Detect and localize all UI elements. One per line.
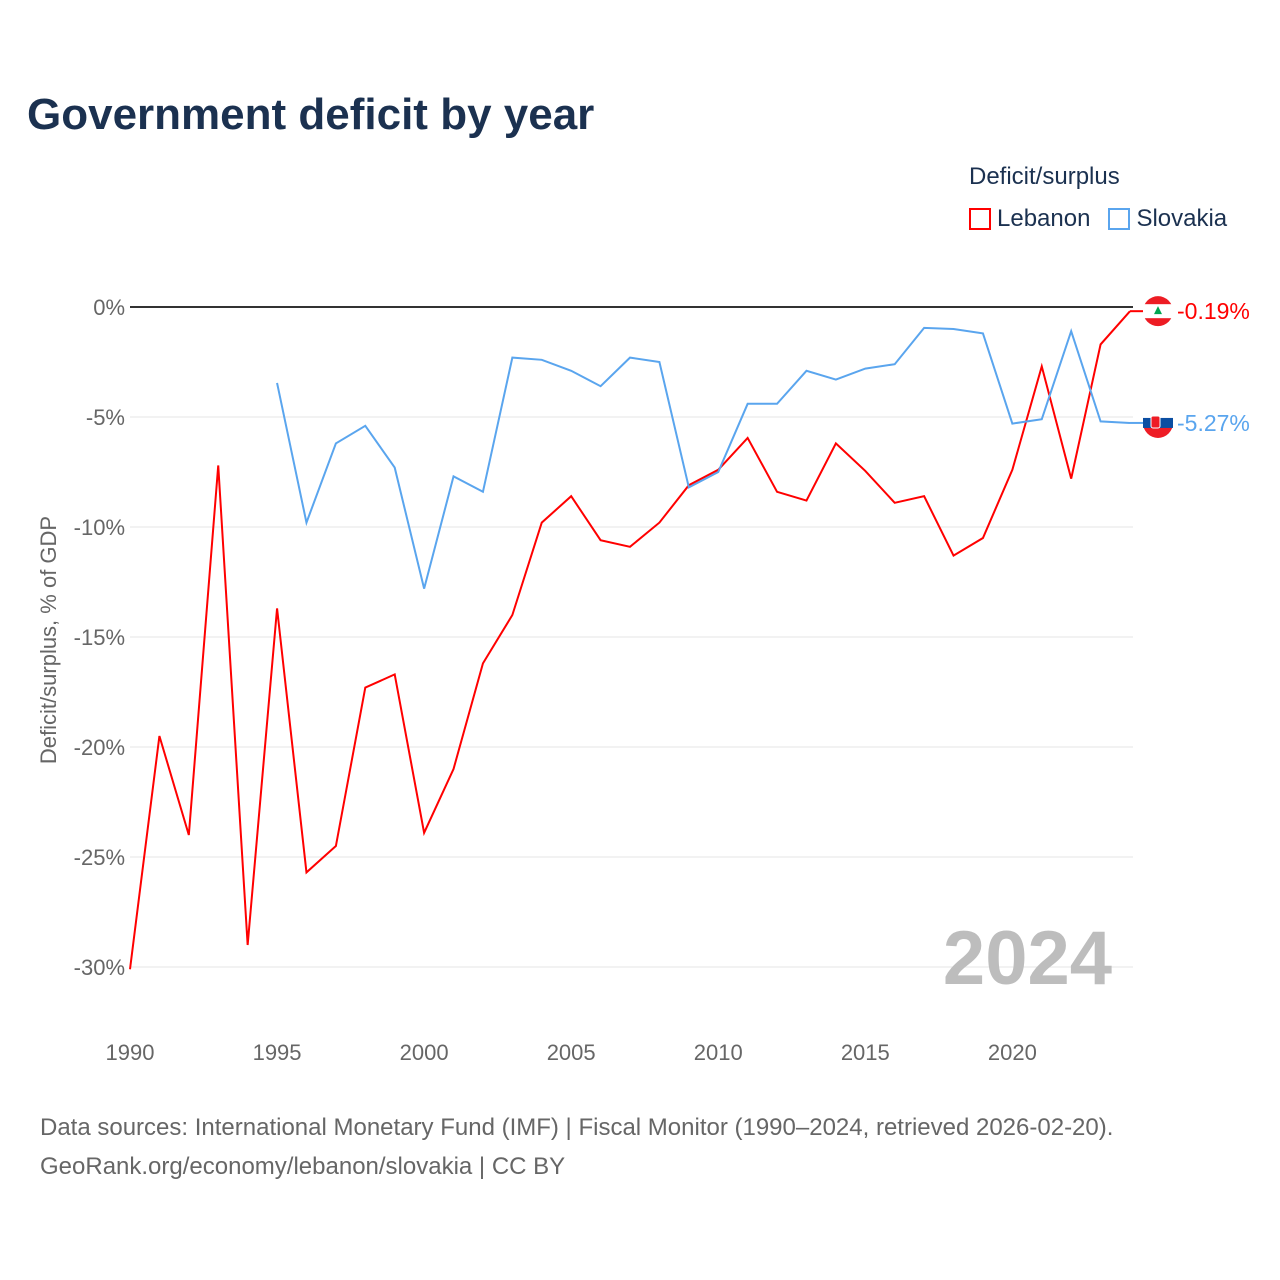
x-tick-label: 1990: [106, 1040, 155, 1065]
x-tick-label: 2020: [988, 1040, 1037, 1065]
legend-item-lebanon[interactable]: Lebanon: [969, 205, 1090, 233]
y-tick-label: -25%: [74, 845, 125, 870]
y-axis-label: Deficit/surplus, % of GDP: [36, 516, 61, 764]
end-value-label: -5.27%: [1177, 410, 1250, 436]
legend: Lebanon Slovakia: [969, 205, 1227, 233]
y-tick-label: -20%: [74, 735, 125, 760]
coat-of-arms-icon: [1150, 415, 1161, 429]
source-line-1: Data sources: International Monetary Fun…: [40, 1114, 1114, 1141]
y-tick-label: -15%: [74, 625, 125, 650]
end-value-label: -0.19%: [1177, 298, 1250, 324]
y-tick-label: 0%: [93, 295, 125, 320]
source-note: Data sources: International Monetary Fun…: [40, 1108, 1113, 1186]
legend-label: Slovakia: [1136, 205, 1228, 232]
y-tick-label: -30%: [74, 955, 125, 980]
legend-swatch: [969, 208, 991, 230]
chart-title: Government deficit by year: [27, 90, 595, 139]
series-line-lebanon: [129, 310, 1131, 970]
source-line-2: GeoRank.org/economy/lebanon/slovakia | C…: [40, 1153, 566, 1180]
year-watermark: 2024: [943, 916, 1112, 1001]
series-line-slovakia: [276, 326, 1131, 589]
cedar-icon: [1154, 306, 1162, 315]
legend-label: Lebanon: [997, 205, 1091, 232]
x-tick-label: 1995: [253, 1040, 302, 1065]
y-tick-label: -5%: [86, 405, 125, 430]
y-tick-label: -10%: [74, 515, 125, 540]
x-tick-label: 2005: [547, 1040, 596, 1065]
x-tick-label: 2015: [841, 1040, 890, 1065]
legend-item-slovakia[interactable]: Slovakia: [1108, 205, 1227, 233]
x-tick-label: 2000: [400, 1040, 449, 1065]
flag-slovakia-white: [1143, 402, 1173, 418]
x-tick-label: 2010: [694, 1040, 743, 1065]
legend-title: Deficit/surplus: [969, 163, 1120, 190]
legend-swatch: [1108, 208, 1131, 230]
